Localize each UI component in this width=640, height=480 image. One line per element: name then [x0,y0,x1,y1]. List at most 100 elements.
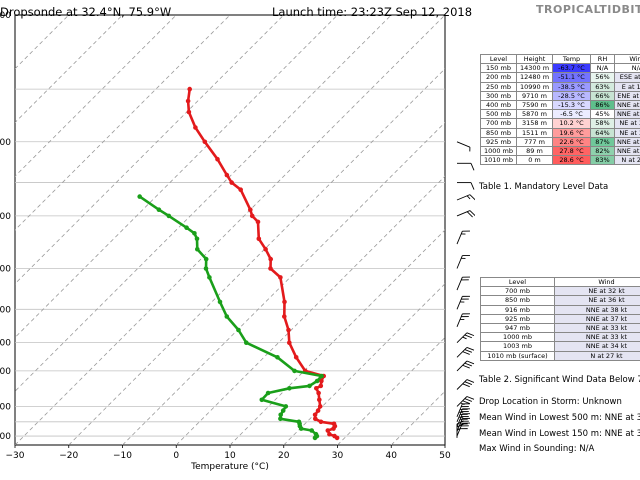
temperature-point [249,213,255,219]
table1-cell: 10990 m [516,81,553,92]
dewpoint-point [275,355,280,360]
wind-barb [457,182,475,190]
dewpoint-point [307,383,312,389]
temperature-point [332,433,337,439]
table1-cell: 850 mb [480,127,517,138]
table1-cell: 22.6 °C [552,136,591,147]
temperature-point [286,327,291,333]
table1-cell: 66% [590,90,615,101]
table1-cell: 64% [590,127,615,138]
table2-cell: 925 mb [480,313,555,324]
table1-row: 1010 mb0 m28.6 °C83%N at 27 kt [480,155,640,166]
wind-barb [456,403,470,417]
table1-cell: 400 mb [480,99,517,111]
table1-cell: 83% [590,155,615,166]
table1-cell: NE at 32 kt [614,118,640,129]
x-axis-label: Temperature (°C) [190,462,269,472]
temperature-point [238,187,243,192]
table2-row: 850 mb NE at 36 kt [480,295,640,306]
dewpoint-point [280,408,286,413]
temperature-point [187,86,192,92]
table1-cell: NNE at 33 kt [614,145,640,157]
isotherm-line [15,15,392,392]
table1-header-cell: Wind [614,53,640,65]
table1-cell: 89 m [516,145,553,157]
temperature-point [282,314,287,319]
wind-barb [456,210,475,218]
table1-cell: 63% [590,81,615,92]
wind-barb [456,413,470,427]
temperature-point [325,428,331,433]
table1-cell: 45% [590,109,615,120]
table1-header-cell: Temp [552,53,591,65]
dewpoint-point [137,194,142,199]
dewpoint-point [296,419,302,425]
wind-barb [457,162,475,171]
table1-cell: -63.7 °C [552,63,591,74]
y-tick-label: 00 [0,265,11,275]
brand-logo: TROPICALTIDBITS. [536,3,640,16]
isotherm-line [15,15,16,16]
x-tick-label: −20 [59,451,78,461]
temperature-point [248,207,253,212]
dewpoint-point [259,397,265,403]
temperature-point [185,98,191,104]
table1-cell: 14300 m [516,63,553,74]
table2-caption: Table 2. Significant Wind Data Below 700… [479,375,640,385]
dewpoint-point [314,378,320,384]
drop-location-text: Drop Location in Storm: Unknown [479,397,622,407]
table1-cell: -38.5 °C [552,81,591,92]
y-tick-labels: 00 00 00 00 00 00 00 00 00 [0,11,11,442]
table2-header-cell: Wind [554,276,640,288]
table1-cell: 87% [590,136,615,147]
table1-cell: 28.6 °C [552,155,591,166]
table2-cell: NE at 32 kt [554,286,640,297]
isotherm-line [15,15,177,177]
wind-barb [456,295,470,310]
wind-barb [456,194,475,201]
table2-cell: NNE at 33 kt [554,332,640,343]
wind-barb [456,360,475,372]
table1-cell: 150 mb [480,63,517,74]
dewpoint-point [236,327,241,333]
table2-cell: 1003 mb [480,341,555,352]
wind-barb [456,396,475,407]
chart-title-launch: Launch time: 23:23Z Sep 12, 2018 [272,5,473,19]
x-tick-label: 10 [224,451,236,461]
temperature-point [327,431,332,437]
table2-row: 1010 mb (surface) N at 27 kt [480,350,640,361]
table1-cell: NE at 36 kt [614,127,640,138]
table1-cell: NNE at 37 kt [614,136,640,147]
x-tick-label: 40 [386,451,398,461]
x-tick-label: 50 [439,451,451,461]
wind-barb [456,141,471,152]
dewpoint-point [156,207,162,212]
isotherm-line [15,15,231,231]
y-tick-label: 00 [0,339,11,349]
table1-cell: NNE at 18 kt [614,99,640,111]
temperature-point [268,256,274,262]
dewpoint-point [217,299,223,305]
chart-title-location: Dropsonde at 32.4°N, 75.9°W [0,5,172,19]
table1-cell: 10.2 °C [552,118,591,129]
x-tick-label: −30 [6,451,25,461]
table2-row: 700 mb NE at 32 kt [480,286,640,297]
table1-cell: 777 m [516,136,553,147]
temperature-point [313,416,318,422]
wind-barb [456,332,475,344]
temperature-point [215,156,220,162]
table1-cell: N/A [590,63,615,74]
table1-cell: -15.3 °C [552,99,591,111]
temperature-point [287,340,292,346]
table1-header-cell: Level [480,53,517,65]
isotherm-line [15,15,123,124]
x-tick-label: 20 [278,451,290,461]
x-tick-label: −10 [113,451,132,461]
dewpoint-point [207,275,212,280]
